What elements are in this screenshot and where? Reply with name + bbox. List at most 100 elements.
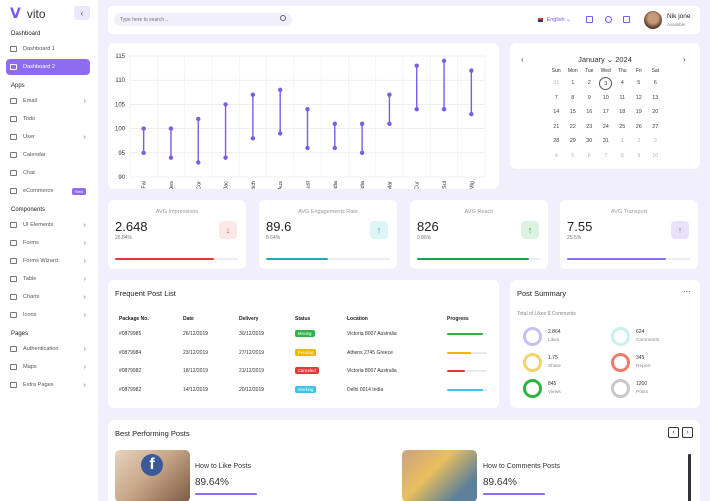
search-input[interactable]	[114, 13, 292, 26]
calendar-day[interactable]: 4	[554, 152, 558, 159]
calendar-day[interactable]: 15	[569, 109, 576, 115]
calendar-next-button[interactable]: ›	[683, 55, 686, 64]
sidebar-item-charts[interactable]: Charts ›	[6, 289, 90, 305]
sidebar-item-maps[interactable]: Maps ›	[6, 359, 90, 375]
calendar-day[interactable]: 3	[653, 138, 657, 144]
calendar-day[interactable]: 13	[652, 94, 659, 101]
sidebar-item-user[interactable]: User ›	[6, 129, 90, 145]
calendar-day[interactable]: 5	[637, 80, 641, 86]
calendar-day[interactable]: 30	[586, 138, 593, 144]
sidebar-item-extra-pages[interactable]: Extra Pages ›	[6, 377, 90, 393]
post-thumbnail-image[interactable]: f	[115, 450, 190, 501]
table-row[interactable]: #0879982 18/12/2019 21/12/2019 Canceled …	[119, 362, 497, 381]
chevron-right-icon: ›	[83, 293, 86, 301]
calendar-day[interactable]: 29	[569, 138, 576, 144]
arrow-up-icon[interactable]: ↑	[370, 221, 388, 239]
sidebar-item-forms-wizard[interactable]: Forms Wizard ›	[6, 253, 90, 269]
calendar-day[interactable]: 8	[571, 94, 575, 101]
calendar-day[interactable]: 26	[635, 123, 642, 130]
avatar[interactable]	[644, 11, 662, 29]
calendar-day[interactable]: 7	[554, 94, 558, 101]
low-point	[387, 121, 392, 126]
calendar-day[interactable]: 28	[553, 138, 560, 144]
calendar-day[interactable]: 16	[586, 109, 593, 115]
sidebar-item-forms[interactable]: Forms ›	[6, 235, 90, 251]
arrow-up-icon[interactable]: ↑	[671, 221, 689, 239]
sidebar-item-ecommerce[interactable]: eCommerce New	[6, 183, 90, 199]
calendar-day[interactable]: 22	[569, 123, 576, 130]
cart-icon[interactable]	[623, 16, 630, 23]
sidebar-item-table[interactable]: Table ›	[6, 271, 90, 287]
calendar-day[interactable]: 9	[587, 94, 591, 101]
calendar-day[interactable]: 6	[587, 152, 591, 159]
calendar-day[interactable]: 18	[619, 109, 626, 115]
calendar-day[interactable]: 1	[620, 138, 624, 144]
calendar-day[interactable]: 2	[587, 80, 591, 86]
arrow-down-icon[interactable]: ↓	[219, 221, 237, 239]
calendar-day[interactable]: 1	[571, 80, 575, 86]
calendar-day[interactable]: 17	[602, 109, 609, 115]
scrollbar[interactable]	[688, 454, 691, 501]
calendar-day[interactable]: 25	[619, 123, 626, 130]
calendar-day[interactable]: 11	[619, 94, 626, 101]
calendar-day[interactable]: 31	[602, 138, 609, 144]
calendar-day[interactable]: 3	[599, 77, 613, 90]
sidebar-item-ui-elements[interactable]: UI Elements ›	[6, 217, 90, 233]
calendar-icon[interactable]	[586, 16, 593, 23]
calendar-day[interactable]: 21	[553, 123, 560, 130]
calendar-day[interactable]: 5	[571, 152, 575, 159]
x-tick-label: Idia	[333, 180, 339, 189]
x-tick-label: Idia	[360, 180, 366, 189]
stat-card: AVG Reach 826 0.86% ↑	[410, 200, 548, 269]
table-row[interactable]: #0879982 14/12/2019 20/12/2019 Working D…	[119, 381, 497, 400]
best-post-value: 89.64%	[483, 477, 517, 488]
calendar-day[interactable]: 12	[635, 94, 642, 101]
calendar-day[interactable]: 27	[652, 123, 659, 130]
calendar-day[interactable]: 20	[652, 109, 659, 115]
calendar-prev-button[interactable]: ‹	[521, 55, 524, 64]
calendar-day[interactable]: 7	[604, 152, 608, 159]
sidebar-item-email[interactable]: Email ›	[6, 93, 90, 109]
sidebar-item-chat[interactable]: Chat	[6, 165, 90, 181]
calendar-day[interactable]: 9	[637, 152, 641, 159]
calendar-day[interactable]: 14	[553, 109, 560, 115]
sidebar-item-calendar[interactable]: Calendar	[6, 147, 90, 163]
best-post-title[interactable]: How to Like Posts	[195, 463, 252, 470]
table-row[interactable]: #0879985 26/12/2019 30/12/2019 Moving Vi…	[119, 325, 497, 344]
sidebar-item-dashboard-1[interactable]: Dashboard 1	[6, 41, 90, 57]
search-icon[interactable]	[280, 15, 286, 21]
sidebar-item-authentication[interactable]: Authentication ›	[6, 341, 90, 357]
post-thumbnail-image[interactable]	[402, 450, 477, 501]
sidebar-item-icons[interactable]: Icons ›	[6, 307, 90, 323]
calendar-day[interactable]: 23	[586, 123, 593, 130]
calendar-day[interactable]: 4	[620, 80, 624, 86]
sidebar-item-todo[interactable]: Todo	[6, 111, 90, 127]
calendar-day[interactable]: 8	[620, 152, 624, 159]
facebook-icon: f	[141, 454, 163, 476]
calendar-year[interactable]: 2024	[615, 55, 632, 64]
summary-value: 1.75	[548, 355, 558, 361]
collapse-sidebar-button[interactable]: ‹	[74, 6, 90, 20]
delivery-cell: 27/12/2019	[239, 349, 265, 356]
brand-logo[interactable]: V vito	[10, 6, 46, 22]
calendar-day[interactable]: 31	[553, 80, 560, 86]
language-selector[interactable]: English ⌄	[538, 17, 571, 23]
calendar-month[interactable]: January	[578, 55, 605, 64]
calendar-day[interactable]: 24	[602, 123, 609, 130]
carousel-prev-button[interactable]: ‹	[668, 427, 679, 438]
table-row[interactable]: #0879984 23/12/2019 27/12/2019 Pending A…	[119, 344, 497, 363]
carousel-next-button[interactable]: ›	[682, 427, 693, 438]
user-name[interactable]: Nik jone	[667, 13, 691, 20]
calendar-day[interactable]: 6	[653, 80, 657, 86]
calendar-day[interactable]: 2	[637, 138, 641, 144]
x-tick-label: Cor	[196, 181, 202, 189]
notification-bell-icon[interactable]	[605, 16, 612, 23]
calendar-day[interactable]: 19	[635, 109, 642, 115]
calendar-day[interactable]: 10	[652, 152, 659, 159]
arrow-up-icon[interactable]: ↑	[521, 221, 539, 239]
best-post-title[interactable]: How to Comments Posts	[483, 463, 561, 470]
sidebar-item-dashboard-2[interactable]: Dashboard 2	[6, 59, 90, 75]
more-options-icon[interactable]: ···	[683, 287, 691, 296]
calendar-day[interactable]: 10	[602, 94, 609, 101]
summary-value: 1200	[636, 381, 648, 387]
